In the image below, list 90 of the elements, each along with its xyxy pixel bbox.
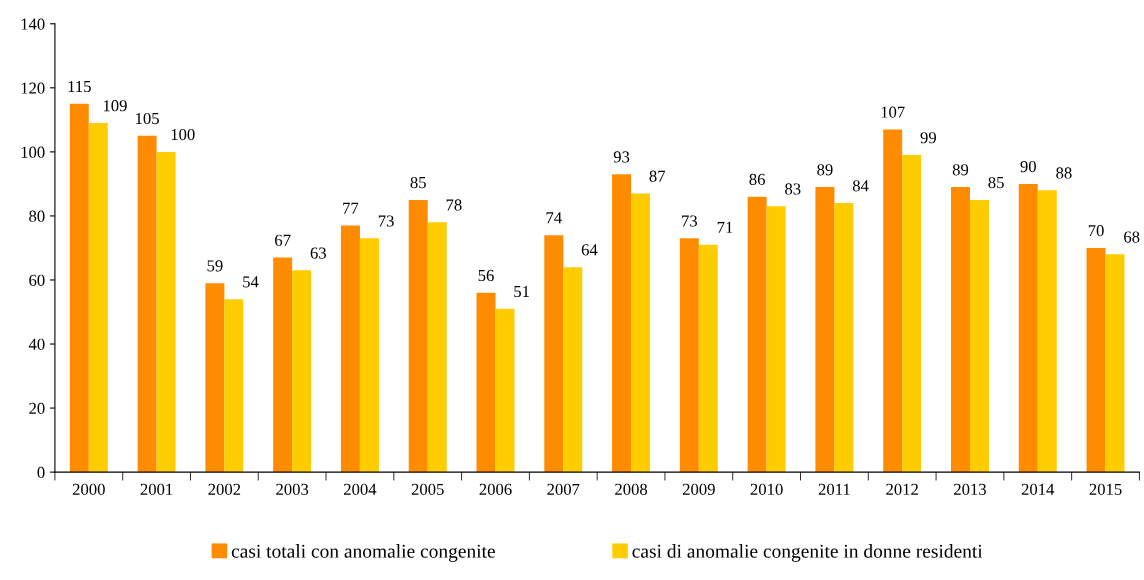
data-label: 78 xyxy=(446,199,462,211)
data-label: 90 xyxy=(1020,160,1036,173)
bar xyxy=(834,203,854,473)
bar xyxy=(69,103,89,473)
y-tick-label: 140 xyxy=(21,18,45,30)
data-label: 93 xyxy=(613,151,630,163)
bar xyxy=(1105,254,1125,473)
data-label: 86 xyxy=(749,173,765,185)
data-label: 87 xyxy=(649,170,666,182)
data-label: 56 xyxy=(478,269,494,282)
bar xyxy=(408,199,428,473)
data-label: 85 xyxy=(988,176,1004,189)
data-label: 77 xyxy=(343,202,359,214)
data-label: 71 xyxy=(717,221,733,233)
data-label: 99 xyxy=(920,132,936,144)
x-tick-label: 2011 xyxy=(818,483,850,495)
x-tick-label: 2010 xyxy=(750,483,783,495)
data-label: 59 xyxy=(207,260,223,272)
data-label: 74 xyxy=(546,212,562,224)
y-tick-label: 80 xyxy=(29,210,45,222)
data-label: 73 xyxy=(682,215,698,227)
x-tick-label: 2012 xyxy=(886,483,918,495)
y-tick-label: 20 xyxy=(29,402,45,415)
bar xyxy=(137,135,157,473)
data-label: 100 xyxy=(171,128,195,141)
bar xyxy=(1086,247,1106,473)
legend-label: casi totali con anomalie congenite xyxy=(231,544,495,562)
x-tick-label: 2015 xyxy=(1089,483,1122,495)
bar xyxy=(273,257,293,473)
bar xyxy=(427,222,447,473)
bar xyxy=(495,308,515,473)
bar xyxy=(476,292,496,473)
data-label: 51 xyxy=(514,285,529,298)
data-label: 70 xyxy=(1088,224,1104,237)
bar xyxy=(698,244,718,473)
x-tick-label: 2000 xyxy=(72,483,105,495)
data-label: 73 xyxy=(378,215,394,227)
data-label: 64 xyxy=(581,244,598,256)
bar xyxy=(563,267,583,473)
x-tick-label: 2002 xyxy=(208,483,241,495)
y-tick-label: 120 xyxy=(21,82,45,94)
bar xyxy=(1037,190,1057,473)
data-label: 105 xyxy=(136,112,159,125)
bar xyxy=(156,151,176,473)
y-tick-label: 40 xyxy=(28,338,45,350)
bar xyxy=(766,206,786,473)
y-tick-label: 60 xyxy=(29,274,45,286)
data-label: 115 xyxy=(68,80,91,93)
data-label: 63 xyxy=(310,247,326,259)
data-label: 89 xyxy=(817,164,833,176)
data-label: 67 xyxy=(275,234,291,246)
x-tick-label: 2005 xyxy=(411,483,444,495)
data-label: 54 xyxy=(243,276,259,288)
bar xyxy=(679,238,699,473)
bar xyxy=(88,123,108,473)
x-tick-label: 2004 xyxy=(344,483,377,495)
bar xyxy=(224,299,244,473)
x-tick-label: 2001 xyxy=(140,483,173,495)
legend-label: casi di anomalie congenite in donne residenti xyxy=(632,544,983,562)
x-tick-label: 2006 xyxy=(479,483,512,495)
x-tick-label: 2008 xyxy=(615,483,648,495)
data-label: 84 xyxy=(852,180,869,192)
bar xyxy=(544,235,564,473)
bar xyxy=(883,129,903,473)
data-label: 83 xyxy=(785,183,801,195)
y-tick-label: 0 xyxy=(37,466,45,479)
bar xyxy=(631,193,651,473)
x-tick-label: 2007 xyxy=(547,483,580,495)
x-tick-label: 2013 xyxy=(954,483,986,495)
data-label: 109 xyxy=(103,100,127,112)
data-label: 89 xyxy=(952,164,969,176)
data-label: 68 xyxy=(1124,231,1140,243)
bar xyxy=(902,155,922,473)
data-label: 107 xyxy=(881,106,905,118)
bar xyxy=(950,187,970,473)
x-tick-label: 2014 xyxy=(1021,483,1055,495)
bar xyxy=(292,270,312,473)
bar xyxy=(747,196,767,473)
bar xyxy=(612,174,632,473)
bar xyxy=(205,283,225,473)
bar xyxy=(815,187,835,473)
bar xyxy=(1018,183,1038,473)
data-label: 88 xyxy=(1056,167,1072,179)
bar xyxy=(340,225,360,473)
bar xyxy=(969,199,989,473)
data-label: 85 xyxy=(410,176,426,189)
x-tick-label: 2009 xyxy=(682,483,715,495)
y-tick-label: 100 xyxy=(21,146,45,158)
bar xyxy=(359,238,379,473)
x-tick-label: 2003 xyxy=(276,483,309,495)
